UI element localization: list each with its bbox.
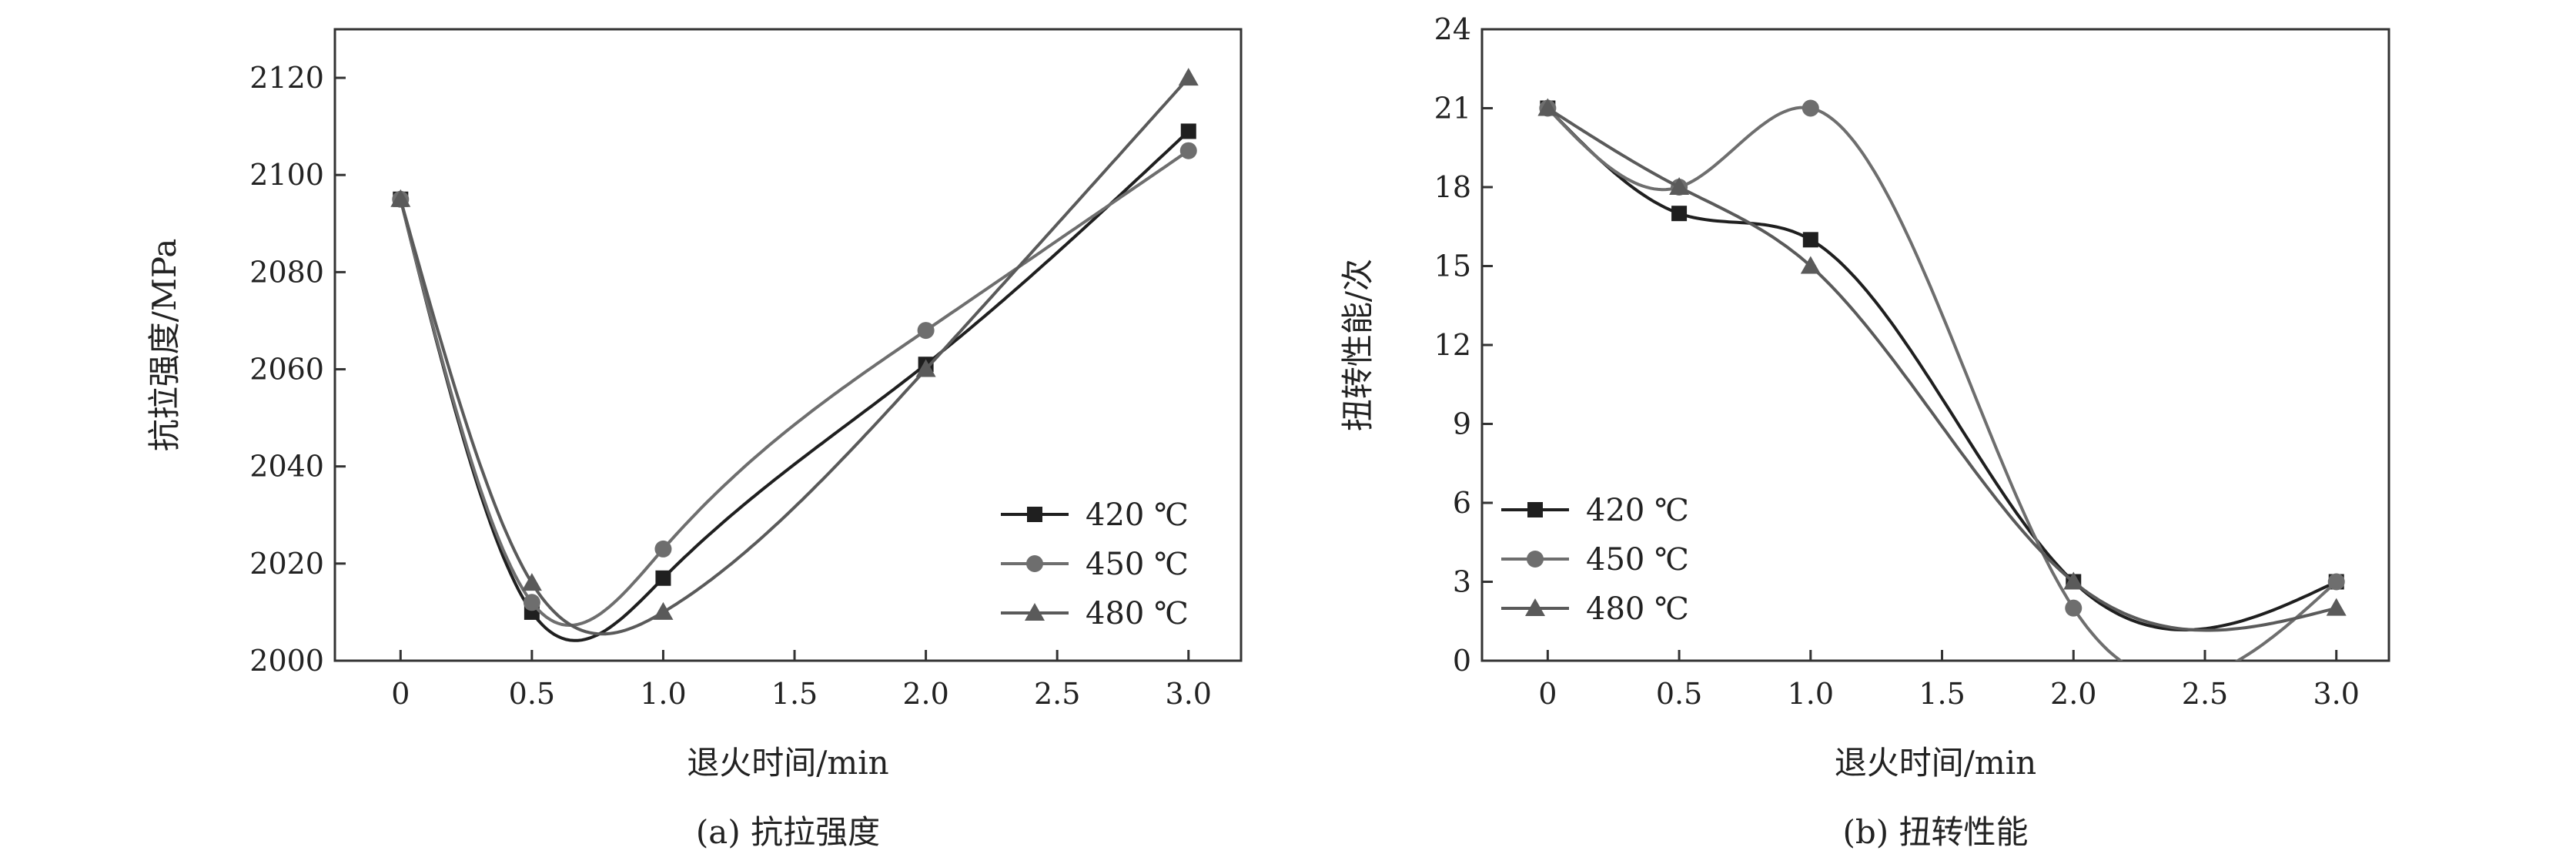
y-tick-label: 2040 — [249, 450, 324, 484]
data-point — [1179, 142, 1197, 159]
legend-marker — [1527, 502, 1543, 517]
y-tick-label: 9 — [1453, 407, 1471, 441]
data-point — [1669, 177, 1690, 195]
x-tick-label: 0.5 — [509, 677, 555, 711]
x-tick-label: 3.0 — [2313, 677, 2359, 711]
legend-marker — [1025, 603, 1045, 621]
legend-label: 420 ℃ — [1086, 497, 1189, 533]
legend-label: 480 ℃ — [1086, 596, 1189, 631]
panel-caption: (a) 抗拉强度 — [696, 813, 880, 851]
panel-caption: (b) 扭转性能 — [1842, 813, 2028, 851]
legend-label: 450 ℃ — [1086, 547, 1189, 582]
data-point — [1802, 232, 1818, 248]
x-tick-label: 1.5 — [771, 677, 818, 711]
data-point — [521, 573, 542, 591]
series-1 — [393, 123, 1196, 642]
x-tick-label: 2.5 — [2182, 677, 2228, 711]
x-tick-label: 0 — [1538, 677, 1557, 711]
x-axis-title: 退火时间/min — [1835, 744, 2036, 782]
x-tick-label: 2.0 — [2050, 677, 2096, 711]
y-tick-label: 2120 — [249, 61, 324, 95]
chart-panel-1: 0 0.5 1.0 1.5 2.0 2.5 3.0 2000 2020 2040 2060 2080 2… — [146, 28, 1243, 851]
legend-label: 480 ℃ — [1586, 591, 1689, 627]
data-point — [655, 570, 671, 586]
legend-marker — [1527, 551, 1544, 568]
x-tick-label: 0.5 — [1656, 677, 1702, 711]
legend-marker — [1027, 507, 1042, 522]
y-tick-label: 0 — [1453, 644, 1471, 678]
data-point — [653, 601, 674, 620]
data-point — [1802, 99, 1819, 117]
x-tick-label: 2.5 — [1034, 677, 1080, 711]
x-tick-label: 1.5 — [1919, 677, 1965, 711]
y-tick-label: 3 — [1453, 565, 1471, 599]
x-tick-label: 2.0 — [902, 677, 948, 711]
y-tick-label: 6 — [1453, 486, 1471, 520]
y-axis-title: 扭转性能/次 — [1339, 259, 1377, 431]
data-point — [917, 322, 935, 340]
y-tick-label: 2080 — [249, 255, 324, 289]
legend-marker — [1026, 555, 1043, 572]
x-tick-label: 1.0 — [1788, 677, 1834, 711]
plot-frame — [333, 28, 1243, 662]
y-tick-label: 2000 — [249, 644, 324, 678]
data-point — [2326, 598, 2347, 616]
series-curve — [399, 149, 1189, 628]
data-point — [1537, 98, 1558, 116]
x-axis-title: 退火时间/min — [687, 744, 888, 782]
x-tick-label: 0 — [391, 677, 410, 711]
data-point — [1671, 206, 1688, 222]
legend-label: 420 ℃ — [1586, 493, 1689, 528]
x-tick-label: 3.0 — [1166, 677, 1212, 711]
data-point — [1178, 68, 1199, 86]
series-curve — [399, 76, 1190, 636]
data-point — [654, 540, 672, 558]
x-tick-label: 1.0 — [640, 677, 686, 711]
legend-marker — [1525, 598, 1545, 616]
series-3 — [1537, 98, 2347, 632]
data-point — [523, 594, 540, 611]
data-point — [2063, 571, 2084, 590]
y-tick-label: 2060 — [249, 353, 324, 387]
y-axis-title: 抗拉强度/MPa — [146, 239, 183, 452]
data-point — [1800, 256, 1821, 274]
data-point — [2065, 599, 2083, 617]
data-point — [1180, 123, 1196, 139]
data-point — [915, 359, 936, 377]
data-point — [390, 189, 411, 207]
y-tick-label: 2020 — [249, 547, 324, 581]
y-tick-label: 24 — [1434, 12, 1471, 46]
y-tick-label: 21 — [1434, 92, 1471, 126]
series-3 — [390, 68, 1199, 636]
chart-panel-2: 0 0.5 1.0 1.5 2.0 2.5 3.0 0 3 6 9 12 15 18 21 24 退火时间/mi… — [1339, 12, 2390, 851]
data-point — [2327, 573, 2345, 591]
y-tick-label: 18 — [1434, 170, 1471, 204]
y-tick-label: 15 — [1434, 249, 1471, 283]
y-tick-label: 2100 — [249, 158, 324, 192]
series-2 — [392, 142, 1197, 628]
y-tick-label: 12 — [1434, 328, 1471, 362]
legend-label: 450 ℃ — [1586, 542, 1689, 578]
